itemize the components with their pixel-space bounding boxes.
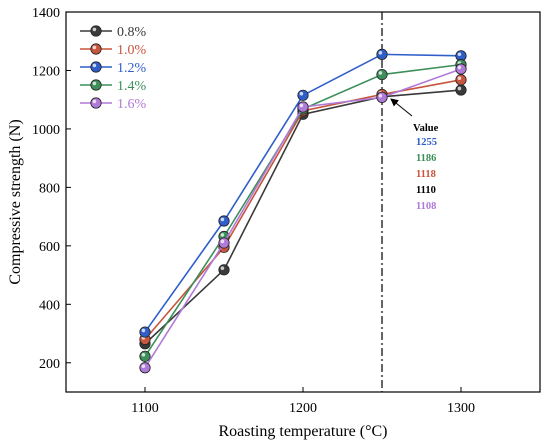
y-axis-label: Compressive strength (N) [7,119,24,284]
legend-item: 1.2% [80,61,147,76]
annotation-value: 1108 [416,201,436,212]
legend-label: 0.8% [117,25,147,40]
annotation-value: 1186 [416,153,436,164]
legend-item: 0.8% [80,25,147,40]
data-point [455,74,467,86]
legend-label: 1.2% [117,61,147,76]
series-1.6% [139,63,467,374]
y-tick-label: 600 [39,240,60,255]
data-point [297,101,309,113]
y-tick-label: 200 [39,357,60,372]
data-point [376,48,388,60]
annotation-title: Value [413,123,439,134]
y-tick-label: 800 [39,181,60,196]
legend-item: 1.4% [80,79,147,94]
legend-marker [90,79,102,91]
data-point [455,84,467,96]
annotation-value: 1118 [416,169,436,180]
legend-label: 1.6% [117,97,147,112]
legend-item: 1.0% [80,43,147,58]
data-point [139,326,151,338]
legend-label: 1.4% [117,79,147,94]
series-1.2% [139,48,467,338]
legend-marker [90,25,102,37]
legend-item: 1.6% [80,97,147,112]
legend-marker [90,97,102,109]
annotation-value: 1255 [416,137,437,148]
y-tick-label: 1000 [32,123,60,138]
data-point [218,264,230,276]
data-point [139,362,151,374]
data-point [218,215,230,227]
y-tick-label: 400 [39,298,60,313]
x-axis-label: Roasting temperature (°C) [218,423,387,440]
data-point [139,350,151,362]
data-point [455,63,467,75]
annotation-value: 1110 [416,185,436,196]
x-tick-label: 1100 [131,401,158,416]
data-point [376,91,388,103]
data-point [297,89,309,101]
legend-label: 1.0% [117,43,147,58]
data-point [376,68,388,81]
y-tick-label: 1400 [32,6,60,21]
x-tick-label: 1300 [447,401,475,416]
legend-marker [90,61,102,73]
y-tick-label: 1200 [32,64,60,79]
legend-marker [90,43,102,55]
x-tick-label: 1200 [289,401,317,416]
annotation-arrow [390,98,413,117]
data-point [218,237,230,249]
